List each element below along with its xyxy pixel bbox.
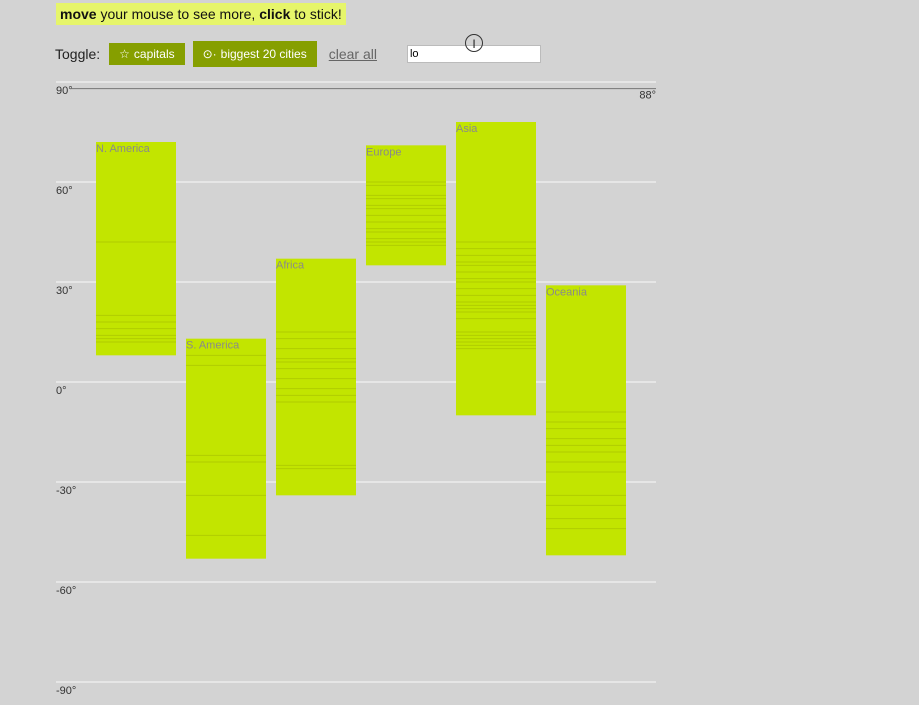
instruction-banner: move your mouse to see more, click to st… bbox=[56, 3, 346, 25]
biggest-cities-toggle-button[interactable]: ⊙· biggest 20 cities bbox=[192, 41, 317, 67]
toggle-controls: Toggle: ☆ capitals ⊙· biggest 20 cities … bbox=[55, 41, 541, 67]
banner-click-text: click bbox=[259, 6, 291, 22]
continent-bar bbox=[96, 142, 176, 356]
y-tick-label: 0° bbox=[56, 385, 67, 397]
hover-latitude-label: 88° bbox=[639, 90, 656, 102]
clear-all-link[interactable]: clear all bbox=[328, 46, 377, 62]
target-icon: ⊙· bbox=[202, 47, 217, 61]
banner-end-text: to stick! bbox=[290, 6, 342, 22]
y-tick-label: -90° bbox=[56, 685, 76, 697]
text-cursor-icon: I bbox=[465, 34, 483, 52]
banner-move-text: move bbox=[60, 6, 97, 22]
continent-bar bbox=[186, 338, 266, 559]
continent-label: Africa bbox=[276, 260, 305, 272]
y-tick-label: 30° bbox=[56, 285, 73, 297]
continent-bar bbox=[276, 258, 356, 496]
continent-label: Oceania bbox=[546, 286, 588, 298]
y-tick-label: -60° bbox=[56, 585, 76, 597]
capitals-toggle-button[interactable]: ☆ capitals bbox=[109, 43, 185, 65]
continent-bar bbox=[456, 122, 536, 416]
toggle-label: Toggle: bbox=[55, 46, 101, 62]
continent-label: N. America bbox=[96, 143, 151, 155]
continent-label: Asia bbox=[456, 123, 478, 135]
y-tick-label: 60° bbox=[56, 185, 73, 197]
continent-bar bbox=[546, 285, 626, 556]
biggest-cities-label: biggest 20 cities bbox=[220, 47, 307, 61]
continent-label: Europe bbox=[366, 146, 401, 158]
capitals-label: capitals bbox=[133, 47, 175, 61]
continent-label: S. America bbox=[186, 340, 240, 352]
y-tick-label: -30° bbox=[56, 485, 76, 497]
y-tick-label: 90° bbox=[56, 85, 73, 97]
banner-middle-text: your mouse to see more, bbox=[96, 6, 260, 22]
star-icon: ☆ bbox=[119, 47, 130, 61]
